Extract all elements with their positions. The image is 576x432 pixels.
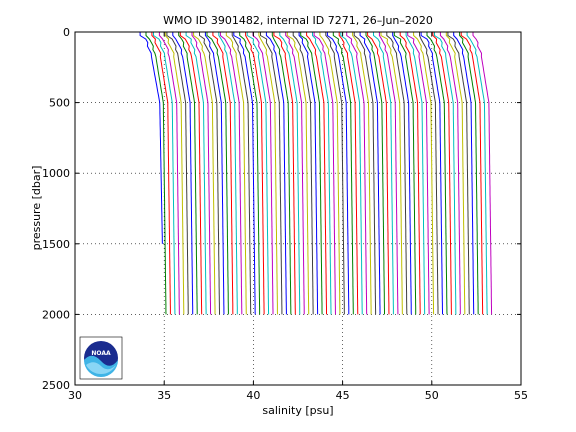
y-tick-label: 500 [49,97,70,110]
salinity-profile [252,32,274,315]
salinity-profile [306,32,327,315]
salinity-profile [145,32,167,315]
salinity-profile [353,32,377,315]
salinity-profile [445,32,466,315]
salinity-profile [231,32,252,315]
salinity-profile [326,32,350,315]
salinity-profile [212,32,234,315]
salinity-profile [338,32,359,315]
salinity-profile [219,32,243,315]
salinity-profile [346,32,368,315]
salinity-profile [407,32,430,315]
noaa-logo: NOAA [79,336,123,380]
x-tick-label: 30 [68,389,82,402]
salinity-profile [204,32,225,315]
salinity-profile [199,32,220,315]
salinity-profile [139,32,163,244]
salinity-profile [313,32,336,315]
salinity-profile [271,32,292,315]
y-tick-label: 0 [63,26,70,39]
y-tick-label: 1000 [42,167,70,180]
salinity-profile [447,32,470,315]
salinity-profile [312,32,332,315]
salinity-profile [432,32,452,315]
salinity-profile [164,32,185,315]
salinity-profile [206,32,229,315]
salinity-profile [332,32,354,315]
salinity-profile [413,32,435,315]
salinity-profile [380,32,403,315]
x-tick-label: 55 [514,389,528,402]
salinity-profile [419,32,439,315]
y-tick-label: 2000 [42,308,70,321]
salinity-profile [373,32,394,315]
salinity-profile [246,32,270,315]
salinity-profile [172,32,194,315]
salinity-profile [466,32,488,315]
salinity-profile [185,32,207,315]
salinity-profile [292,32,314,315]
salinity-profile [233,32,256,315]
salinity-profile [386,32,408,315]
salinity-profile [378,32,399,315]
salinity-profile [392,32,412,315]
salinity-profile [286,32,310,315]
salinity-profile [178,32,198,315]
salinity-profile [258,32,278,315]
salinity-profile [367,32,390,315]
salinity-profile [260,32,283,315]
salinity-profile [460,32,484,315]
salinity-profile [359,32,381,315]
profiles [139,32,493,315]
ticks: 30 35 40 45 50 55 0 500 1000 1500 2000 2500 [42,26,528,402]
salinity-profile [298,32,319,315]
x-tick-label: 50 [425,389,439,402]
salinity-profile [393,32,417,315]
salinity-profile [340,32,363,315]
salinity-profile [426,32,448,315]
salinity-profile [239,32,261,315]
x-tick-label: 40 [246,389,260,402]
salinity-profile [459,32,479,315]
x-tick-label: 45 [336,389,350,402]
salinity-profile [453,32,475,315]
y-tick-label: 1500 [42,238,70,251]
salinity-profile [273,32,296,315]
salinity-profile [265,32,287,315]
salinity-profile [352,32,372,315]
salinity-profile [225,32,247,315]
noaa-logo-text: NOAA [91,350,111,357]
salinity-profile [439,32,461,315]
salinity-profile [191,32,212,315]
salinity-profile [472,32,493,315]
salinity-profile [166,32,189,315]
salinity-profile [434,32,457,315]
salinity-profile [319,32,341,315]
salinity-profile [300,32,323,315]
x-tick-label: 35 [157,389,171,402]
salinity-profile [279,32,301,315]
salinity-profile [420,32,443,315]
salinity-profile [193,32,216,315]
salinity-profile [218,32,238,315]
salinity-profile [245,32,265,315]
chart-title: WMO ID 3901482, internal ID 7271, 26–Jun… [163,14,433,27]
x-axis-label: salinity [psu] [262,404,333,417]
salinity-profile [285,32,305,315]
y-axis-label: pressure [dbar] [30,166,43,251]
salinity-profile [399,32,421,315]
y-tick-label: 2500 [42,379,70,392]
salinity-profile [153,32,176,315]
salinity-profile [325,32,345,315]
salinity-profile [151,32,171,315]
plot-frame [74,31,522,386]
salinity-profile [179,32,203,315]
salinity-profile [158,32,180,315]
salinity-profile [365,32,385,315]
salinity-profile [405,32,426,315]
